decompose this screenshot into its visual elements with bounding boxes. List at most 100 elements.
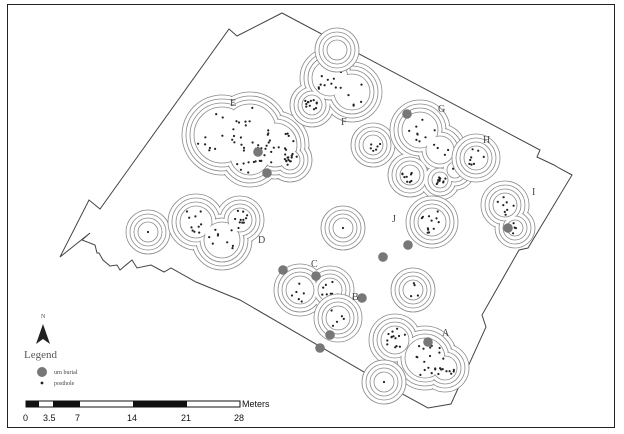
posthole <box>231 247 234 250</box>
posthole <box>319 83 322 86</box>
posthole-cluster-mid <box>320 205 366 251</box>
posthole <box>335 320 339 323</box>
posthole <box>204 136 207 139</box>
posthole <box>208 146 211 150</box>
urn-burial <box>423 337 433 347</box>
posthole <box>394 337 397 340</box>
posthole <box>419 373 422 376</box>
posthole <box>289 160 292 163</box>
site-boundary <box>59 12 573 409</box>
posthole-cluster-k <box>390 267 436 313</box>
feature-clusters <box>125 27 536 405</box>
posthole <box>298 282 301 285</box>
posthole-cluster-small-w <box>125 209 171 255</box>
posthole <box>231 138 234 141</box>
posthole <box>416 356 419 359</box>
posthole <box>267 141 270 144</box>
posthole <box>208 236 211 239</box>
posthole <box>199 210 202 213</box>
posthole-cluster-j <box>405 195 459 249</box>
posthole <box>443 153 446 156</box>
posthole <box>258 159 261 162</box>
urn-burial <box>403 240 413 250</box>
posthole <box>442 357 445 360</box>
posthole <box>236 209 239 212</box>
posthole <box>429 346 432 349</box>
posthole <box>244 124 247 127</box>
posthole-legend-icon <box>40 381 44 385</box>
posthole <box>502 204 505 207</box>
posthole <box>190 226 193 229</box>
posthole <box>339 86 342 89</box>
posthole <box>232 128 235 131</box>
posthole <box>320 75 323 78</box>
posthole <box>194 215 197 218</box>
posthole <box>226 241 229 244</box>
posthole <box>200 223 203 226</box>
posthole-cluster-b <box>313 293 363 343</box>
posthole <box>277 146 280 149</box>
posthole <box>352 103 355 106</box>
legend-urn-label: urn burial <box>54 370 78 376</box>
posthole <box>238 221 241 224</box>
posthole <box>397 334 401 338</box>
posthole <box>239 136 242 139</box>
posthole <box>512 222 515 225</box>
area-label-d: D <box>258 235 265 246</box>
posthole <box>254 160 257 163</box>
posthole <box>290 294 294 297</box>
area-label-b: B <box>352 292 359 303</box>
posthole <box>239 168 242 171</box>
posthole <box>295 290 298 294</box>
posthole <box>214 228 217 231</box>
posthole <box>482 155 485 158</box>
posthole <box>233 141 236 144</box>
posthole <box>423 368 426 372</box>
urn-burial-legend-icon <box>37 367 47 377</box>
posthole <box>342 317 345 320</box>
posthole <box>321 293 324 296</box>
area-label-i: I <box>532 187 535 198</box>
posthole <box>369 147 372 150</box>
posthole <box>379 142 382 146</box>
posthole <box>450 372 453 375</box>
posthole <box>504 213 507 216</box>
posthole <box>284 132 287 136</box>
posthole <box>272 146 275 149</box>
posthole <box>506 208 509 211</box>
posthole <box>237 226 240 230</box>
posthole <box>286 163 289 166</box>
urn-burial <box>503 223 513 233</box>
posthole <box>331 280 334 284</box>
urn-burial <box>357 293 367 303</box>
posthole <box>395 345 398 348</box>
posthole <box>438 179 441 182</box>
area-label-f: F <box>341 117 347 128</box>
posthole <box>323 84 326 87</box>
posthole <box>408 181 411 184</box>
posthole <box>302 292 305 295</box>
posthole <box>305 102 308 106</box>
posthole <box>216 233 220 236</box>
posthole <box>242 146 246 149</box>
posthole <box>291 152 294 156</box>
posthole <box>376 145 379 148</box>
posthole <box>239 218 242 221</box>
urn-burial <box>315 343 325 353</box>
posthole <box>398 345 401 348</box>
posthole <box>330 309 333 312</box>
scale-unit: Meters <box>242 399 270 409</box>
posthole <box>198 231 201 234</box>
posthole <box>237 121 241 124</box>
posthole <box>244 120 247 123</box>
scale-tick-0: 0 <box>23 413 28 423</box>
posthole <box>415 138 418 141</box>
urn-burial <box>311 271 321 281</box>
posthole <box>471 148 474 151</box>
posthole <box>245 217 248 220</box>
posthole <box>270 150 273 153</box>
posthole <box>415 125 418 128</box>
posthole <box>241 221 244 224</box>
posthole <box>300 300 303 303</box>
